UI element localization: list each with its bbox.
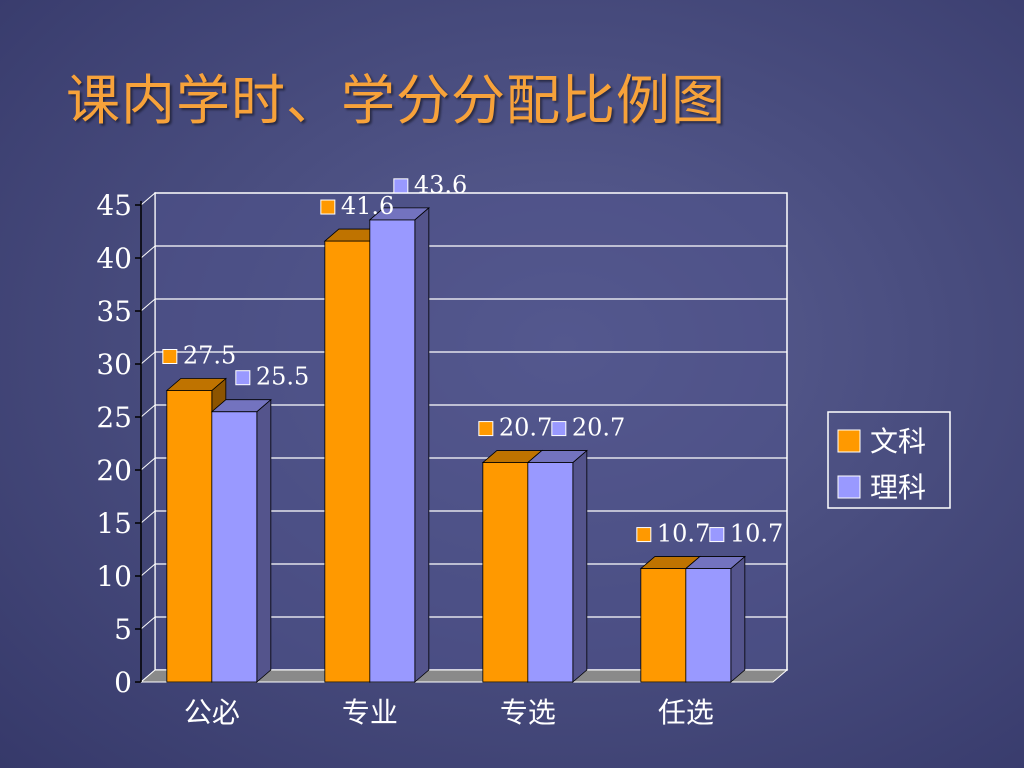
x-tick-label: 专选 [500,696,556,729]
legend-label: 理科 [870,471,926,504]
bar-front-face [482,462,529,683]
bar-front-face [324,240,371,683]
bar-top-face [210,399,272,413]
bar-top-face [165,378,227,391]
data-label-text: 20.7 [499,414,552,442]
gridline-side [140,457,156,471]
plot-side-wall [140,191,156,684]
legend-item: 理科 [837,471,926,504]
bar-top-face [368,207,430,221]
bar-side-face [256,398,272,683]
y-tick-label: 25 [96,401,132,434]
x-tick-label: 任选 [658,696,714,729]
y-tick-label: 40 [96,242,132,275]
legend-swatch [837,429,861,453]
data-label-text: 25.5 [256,363,309,391]
y-tick-label: 5 [114,613,132,646]
bar-front-face [211,411,258,683]
data-label: 10.7 [709,520,783,548]
y-tick-label: 20 [96,454,132,487]
bars [165,206,746,683]
data-label: 43.6 [393,171,467,199]
y-tick-label: 0 [114,666,132,699]
data-label-key [709,527,725,543]
gridline-side [140,245,156,259]
bar-like [684,555,746,683]
data-label-text: 27.5 [183,342,236,370]
y-tick-label: 30 [96,348,132,381]
bar-front-face [369,219,416,683]
data-label-text: 41.6 [341,192,394,220]
bar-side-face [572,449,588,683]
data-label-key [636,527,652,543]
bar-front-face [640,568,687,683]
bar-top-face [684,556,746,569]
y-tick-label: 15 [96,507,132,540]
bar-front-face [166,390,213,683]
gridline-side [140,510,156,524]
data-label-text: 10.7 [730,520,783,548]
gridline-side [140,351,156,365]
data-label-text: 10.7 [657,520,710,548]
axes: 0 5 10 15 20 25 30 35 40 45 公必 专业 专选 任选 [96,189,713,729]
legend-box [827,411,951,509]
x-tick-label: 专业 [342,696,398,729]
data-label-text: 20.7 [572,414,625,442]
data-label-key [551,421,567,437]
bar-like [368,206,430,683]
data-label-key [393,178,409,194]
legend-label: 文科 [870,425,926,458]
bar-side-face [414,206,430,683]
data-label: 20.7 [478,414,552,442]
data-label: 25.5 [235,363,309,391]
bar-side-face [730,555,746,683]
bar-top-face [526,450,588,463]
gridline-side [140,404,156,418]
data-label-key [478,421,494,437]
y-tick-label: 45 [96,189,132,222]
gridline-side [140,616,156,630]
data-label-key [162,349,178,364]
data-label-key [320,199,336,215]
slide-title: 课内学时、学分分配比例图 [66,69,726,132]
data-label: 27.5 [162,342,236,370]
data-label: 10.7 [636,520,710,548]
data-label-text: 43.6 [414,171,467,199]
x-tick-label: 公必 [184,696,240,729]
data-label: 41.6 [320,192,394,220]
legend-item: 文科 [837,425,926,458]
y-tick-label: 10 [96,560,132,593]
data-labels: 27.5 25.5 41.6 43.6 20.7 20.7 10.7 10.7 [162,171,783,548]
bar-like [526,449,588,683]
data-label-key [235,370,251,386]
bar-front-face [527,462,574,683]
legend-swatch [837,475,861,499]
data-label: 20.7 [551,414,625,442]
bar-like [210,398,272,683]
gridline-side [140,563,156,577]
gridline-side [140,298,156,312]
y-tick-label: 35 [96,295,132,328]
bar-front-face [685,568,732,683]
